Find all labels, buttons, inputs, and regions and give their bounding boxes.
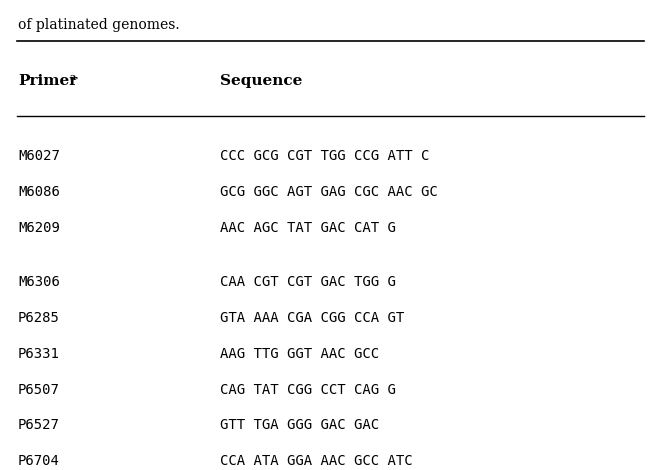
Text: M6027: M6027 — [18, 149, 60, 164]
Text: P6704: P6704 — [18, 454, 60, 468]
Text: CCA ATA GGA AAC GCC ATC: CCA ATA GGA AAC GCC ATC — [220, 454, 412, 468]
Text: P6527: P6527 — [18, 418, 60, 432]
Text: M6209: M6209 — [18, 221, 60, 235]
Text: P6331: P6331 — [18, 346, 60, 360]
Text: AAG TTG GGT AAC GCC: AAG TTG GGT AAC GCC — [220, 346, 379, 360]
Text: a: a — [70, 73, 77, 82]
Text: GCG GGC AGT GAG CGC AAC GC: GCG GGC AGT GAG CGC AAC GC — [220, 185, 438, 199]
Text: CCC GCG CGT TGG CCG ATT C: CCC GCG CGT TGG CCG ATT C — [220, 149, 430, 164]
Text: M6086: M6086 — [18, 185, 60, 199]
Text: P6285: P6285 — [18, 311, 60, 325]
Text: CAG TAT CGG CCT CAG G: CAG TAT CGG CCT CAG G — [220, 383, 396, 397]
Text: P6507: P6507 — [18, 383, 60, 397]
Text: M6306: M6306 — [18, 275, 60, 289]
Text: AAC AGC TAT GAC CAT G: AAC AGC TAT GAC CAT G — [220, 221, 396, 235]
Text: GTA AAA CGA CGG CCA GT: GTA AAA CGA CGG CCA GT — [220, 311, 404, 325]
Text: Primer: Primer — [18, 74, 77, 88]
Text: of platinated genomes.: of platinated genomes. — [18, 18, 180, 31]
Text: Sequence: Sequence — [220, 74, 302, 88]
Text: GTT TGA GGG GAC GAC: GTT TGA GGG GAC GAC — [220, 418, 379, 432]
Text: CAA CGT CGT GAC TGG G: CAA CGT CGT GAC TGG G — [220, 275, 396, 289]
